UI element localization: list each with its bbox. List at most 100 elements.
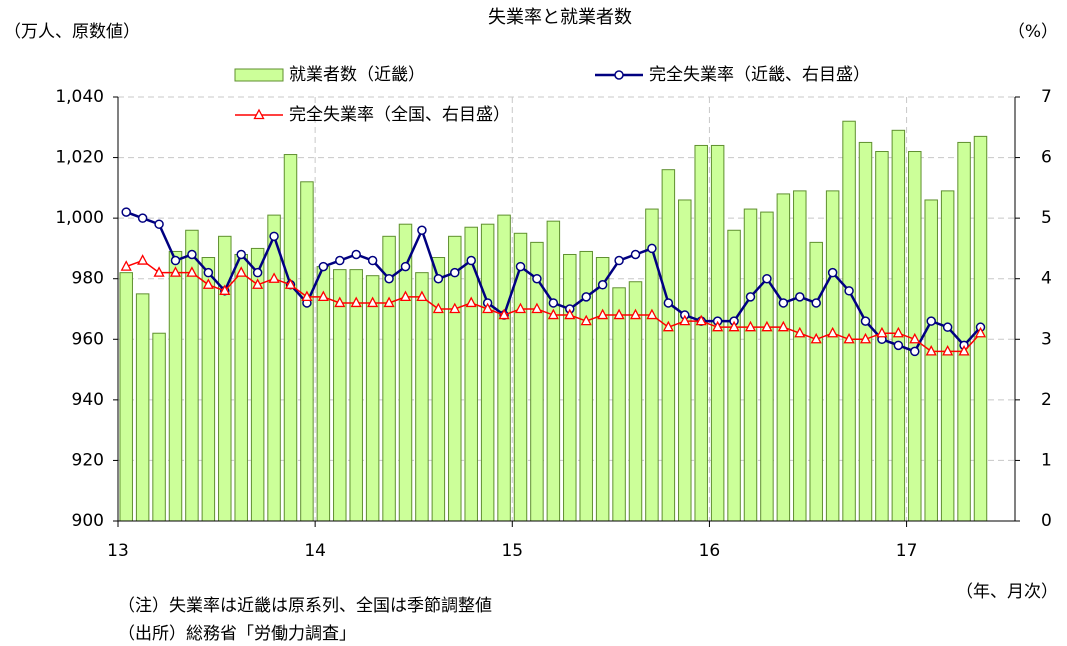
bar [333,269,347,522]
point [679,314,691,326]
bar [250,247,265,522]
point [893,340,904,351]
point [433,273,444,284]
bar [563,253,577,522]
bar [957,141,971,522]
point [647,243,657,254]
bar [809,241,823,522]
y2-tick-label: 1 [1041,450,1052,470]
point [876,326,888,338]
bar [300,181,314,522]
point [531,302,543,314]
point [351,249,361,260]
point [202,278,214,289]
point [416,290,428,302]
point [417,225,427,236]
bar [349,269,363,522]
y-axis-label: （万人、原数値） [4,22,140,42]
bar [283,154,298,522]
point [466,255,476,266]
bar [135,293,150,522]
x-tick-label: 14 [304,541,326,561]
bar [891,129,906,522]
bar [415,272,429,522]
y-tick-label: 900 [72,511,104,531]
bar [710,144,725,522]
point [745,292,756,302]
bar [365,275,380,522]
point [367,255,378,266]
point [942,322,953,332]
bar [546,220,561,522]
point [663,298,674,308]
point [630,249,641,260]
point [909,332,921,344]
bar [612,287,626,522]
legend-item: 完全失業率（全国、右目盛） [235,105,510,125]
point [120,260,132,271]
point [284,278,297,289]
point [744,320,757,332]
point [794,326,806,338]
y-tick-label: 940 [72,390,104,410]
point [695,314,707,326]
x-tick-label: 13 [107,541,129,561]
bar [234,253,248,522]
point [581,292,591,302]
point [548,298,559,308]
point [170,255,181,266]
bar [825,190,840,522]
y2-tick-label: 2 [1041,390,1052,410]
point [892,326,904,338]
point [859,332,872,344]
point [762,273,772,284]
point [137,254,149,265]
bar [168,250,183,522]
point [450,267,460,278]
point [203,267,214,278]
bar [119,272,133,522]
point [532,273,542,284]
y-tick-label: 920 [72,450,104,470]
point [778,298,789,308]
point [958,345,970,356]
bar [694,144,708,522]
y-tick-label: 960 [72,329,104,349]
y2-tick-label: 5 [1041,208,1052,228]
bar [760,211,774,522]
point [482,302,494,314]
point [400,261,411,272]
x-tick-label: 16 [699,541,721,561]
point [712,320,724,332]
y2-tick-label: 0 [1041,511,1052,531]
point [580,314,592,326]
x-tick-label: 17 [896,541,918,561]
y2-axis-label: （%） [1008,22,1058,42]
bar [858,141,873,522]
point [728,320,740,332]
point [498,308,510,320]
point [154,219,164,229]
bar [579,250,593,522]
legend-marker [253,108,265,120]
point [613,308,625,320]
point [317,290,329,302]
point [235,266,247,277]
point [761,320,773,332]
point [252,278,264,289]
y2-tick-label: 6 [1041,148,1052,168]
point [169,266,182,277]
point [187,249,197,260]
note: （注）失業率は近畿は原系列、全国は季節調整値 [118,596,492,616]
point [926,316,936,326]
bar [316,266,331,522]
bar [776,193,791,522]
point [942,345,954,356]
point [252,267,263,278]
point [318,261,329,272]
y-tick-label: 1,040 [55,87,104,107]
legend-swatch [234,68,284,82]
point [219,284,231,295]
